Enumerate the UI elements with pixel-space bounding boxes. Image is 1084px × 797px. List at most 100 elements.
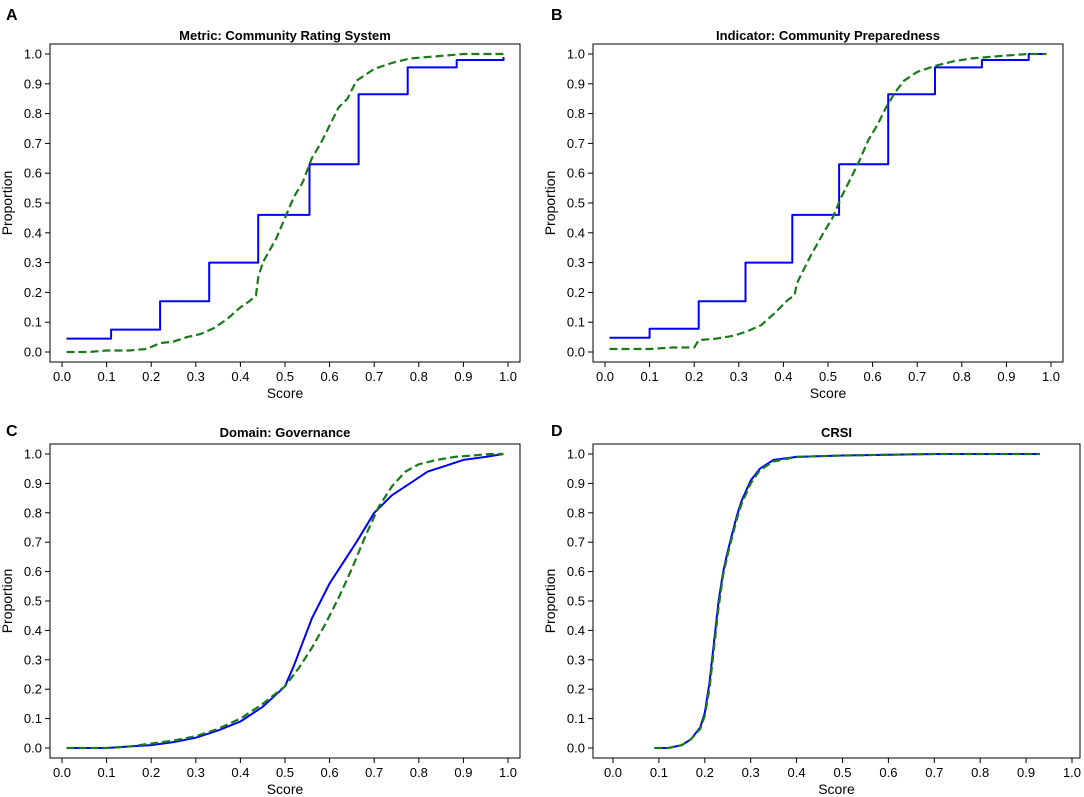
x-axis-label: Score [818,781,855,797]
y-tick-label: 0.9 [567,476,585,491]
x-tick-label: 1.0 [1063,765,1081,780]
x-tick-label: 0.1 [650,765,668,780]
x-tick-label: 1.0 [1042,369,1060,384]
y-tick-label: 0.6 [567,166,585,181]
x-tick-label: 0.7 [365,765,383,780]
y-tick-label: 0.3 [24,255,42,270]
y-tick-label: 0.4 [567,623,585,638]
plot-frame [49,443,521,759]
y-tick-label: 0.4 [24,623,42,638]
x-tick-label: 0.9 [1017,765,1035,780]
y-axis-label: Proportion [542,171,558,236]
y-tick-label: 0.7 [24,136,42,151]
y-tick-label: 0.5 [24,594,42,609]
x-tick-label: 0.4 [788,765,806,780]
y-tick-label: 0.8 [567,106,585,121]
x-tick-label: 0.3 [187,369,205,384]
series-line-expected [609,52,1047,351]
series-line-observed [66,453,504,749]
series-line-observed [66,57,505,340]
y-tick-label: 0.3 [567,255,585,270]
y-tick-label: 0.6 [24,564,42,579]
y-tick-label: 0.1 [24,315,42,330]
x-tick-label: 0.4 [231,765,249,780]
chart-title: Metric: Community Rating System [179,28,391,43]
y-axis-label: Proportion [0,171,15,236]
y-tick-label: 0.6 [24,166,42,181]
chart-title: Domain: Governance [220,425,351,440]
x-tick-label: 0.8 [410,765,428,780]
plot-frame [49,43,521,363]
y-tick-label: 0.0 [24,345,42,360]
y-tick-label: 0.6 [567,564,585,579]
y-tick-label: 0.8 [24,106,42,121]
x-tick-label: 1.0 [499,765,517,780]
x-tick-label: 0.8 [971,765,989,780]
x-tick-label: 0.6 [879,765,897,780]
x-tick-label: 0.0 [53,369,71,384]
x-tick-label: 0.5 [819,369,837,384]
x-axis-label: Score [267,781,304,797]
plot-frame [592,443,1081,759]
panel-letter: B [551,7,563,24]
y-tick-label: 0.9 [567,76,585,91]
y-tick-label: 0.2 [24,682,42,697]
x-tick-label: 0.7 [908,369,926,384]
y-tick-label: 0.1 [24,711,42,726]
y-tick-label: 0.8 [567,505,585,520]
y-tick-label: 0.5 [24,196,42,211]
y-tick-label: 0.7 [567,535,585,550]
x-tick-label: 0.1 [641,369,659,384]
x-tick-label: 0.6 [321,369,339,384]
y-tick-label: 1.0 [567,447,585,462]
x-tick-label: 0.2 [142,765,160,780]
panel-letter: A [6,7,18,24]
x-axis-label: Score [267,385,304,401]
y-tick-label: 0.1 [567,711,585,726]
plot-frame [592,43,1064,363]
panel-letter: D [551,423,563,440]
x-tick-label: 0.2 [685,369,703,384]
x-tick-label: 0.2 [142,369,160,384]
x-tick-label: 0.6 [321,765,339,780]
series-line-observed [654,453,1040,749]
chart-panel-c: C Domain: Governance 0.0 0.1 0.2 0.3 0.4 0.5 0.6… [0,423,521,797]
y-tick-label: 0.0 [24,741,42,756]
x-tick-label: 0.9 [454,369,472,384]
y-tick-label: 0.5 [567,196,585,211]
y-axis-label: Proportion [0,569,15,634]
x-tick-label: 0.0 [604,765,622,780]
y-tick-label: 0.4 [567,225,585,240]
y-axis-label: Proportion [542,569,558,634]
x-tick-label: 0.5 [833,765,851,780]
y-tick-label: 0.2 [567,682,585,697]
x-tick-label: 1.0 [499,369,517,384]
y-tick-label: 0.2 [24,285,42,300]
y-tick-label: 0.3 [24,652,42,667]
x-tick-label: 0.8 [410,369,428,384]
y-tick-label: 0.7 [567,136,585,151]
x-tick-label: 0.5 [276,765,294,780]
y-tick-label: 0.5 [567,594,585,609]
y-tick-label: 0.8 [24,505,42,520]
y-tick-label: 1.0 [567,47,585,62]
x-tick-label: 0.5 [276,369,294,384]
x-tick-label: 0.4 [774,369,792,384]
y-tick-label: 0.9 [24,476,42,491]
chart-title: Indicator: Community Preparedness [716,28,940,43]
series-line-expected [654,452,1040,750]
series-line-expected [66,52,504,354]
x-tick-label: 0.3 [742,765,760,780]
y-tick-label: 0.3 [567,652,585,667]
y-tick-label: 1.0 [24,47,42,62]
x-tick-label: 0.4 [231,369,249,384]
y-tick-label: 0.9 [24,76,42,91]
x-tick-label: 0.9 [454,765,472,780]
x-tick-label: 0.8 [953,369,971,384]
x-tick-label: 0.1 [98,765,116,780]
x-tick-label: 0.7 [365,369,383,384]
y-tick-label: 0.1 [567,315,585,330]
x-tick-label: 0.1 [98,369,116,384]
series-line-observed [609,53,1047,339]
